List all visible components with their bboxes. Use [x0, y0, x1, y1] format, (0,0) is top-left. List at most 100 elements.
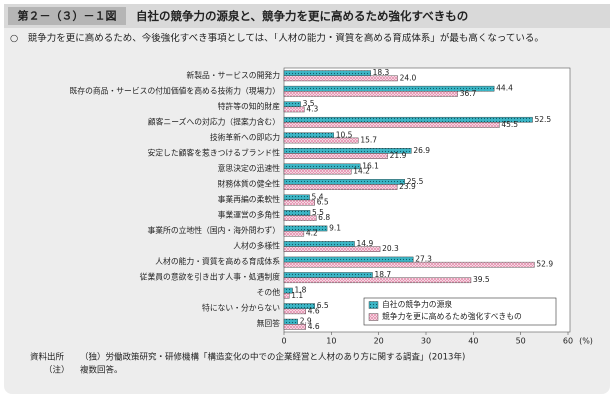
bar	[283, 116, 533, 123]
bar	[283, 318, 298, 325]
x-tick-label: 10	[326, 337, 336, 346]
value-label: 52.5	[535, 115, 552, 124]
chart-title: 自社の競争力の源泉と、競争力を更に高めるため強化すべきもの	[136, 9, 468, 23]
bar	[283, 101, 301, 108]
value-label: 4.3	[306, 104, 318, 113]
legend-label: 競争力を更に高めるため強化すべきもの	[382, 311, 522, 321]
legend-swatch	[368, 301, 379, 309]
value-label: 1.8	[295, 286, 307, 295]
bar	[283, 225, 328, 232]
y-tick-label: 人材の能力・資質を高める育成体系	[155, 256, 280, 266]
x-tick-label: 30	[421, 337, 431, 346]
bar	[283, 179, 405, 185]
y-tick-label: 意思決定の迅速性	[218, 163, 281, 173]
value-label: 6.5	[317, 198, 329, 207]
y-tick-label: 事業再編の柔軟性	[218, 194, 281, 204]
bar	[283, 241, 355, 247]
y-tick-label: その他	[257, 287, 281, 297]
value-label: 25.5	[407, 177, 424, 186]
x-axis-label: (%)	[579, 337, 593, 346]
bar	[283, 292, 290, 299]
value-label: 44.4	[496, 84, 513, 93]
value-label: 18.7	[375, 270, 392, 279]
y-tick-label: 顧客ニーズへの対応力（提案力含む）	[148, 116, 280, 126]
bar	[283, 324, 306, 330]
y-tick-label: 事業運営の多角性	[218, 210, 281, 220]
figure-number-box	[8, 7, 126, 25]
x-tick-label: 0	[281, 337, 286, 346]
value-label: 5.4	[312, 192, 324, 201]
source: （独）労働政策研究・研修機構「構造変化の中での企業経営と人材のあり方に関する調査…	[80, 352, 465, 363]
value-label: 26.9	[413, 146, 430, 155]
y-tick-label: 人材の多様性	[233, 241, 280, 251]
value-label: 10.5	[336, 130, 353, 139]
y-tick-label: 特にない・分からない	[202, 303, 280, 313]
value-label: 9.1	[329, 223, 341, 232]
value-label: 20.3	[382, 244, 399, 253]
value-label: 36.7	[460, 89, 477, 98]
bar	[283, 272, 373, 278]
bar	[283, 132, 334, 139]
bar	[283, 194, 310, 201]
y-tick-label: 新製品・サービスの開発力	[186, 70, 280, 80]
value-label: 16.1	[362, 161, 379, 170]
bar	[283, 199, 315, 206]
y-tick-label: 従業員の意欲を引き出す人事・処遇制度	[140, 272, 281, 282]
value-label: 23.9	[399, 182, 416, 191]
plot-area	[283, 67, 571, 333]
bar	[283, 230, 305, 237]
bar	[283, 184, 398, 190]
value-label: 27.3	[415, 255, 432, 264]
figure-number: 第２－（３）－１図	[18, 9, 117, 23]
value-label: 1.1	[291, 291, 303, 300]
note: 複数回答。	[80, 365, 123, 376]
value-label: 4.6	[308, 306, 320, 315]
value-label: 4.6	[308, 322, 320, 331]
bar	[283, 137, 359, 144]
y-tick-label: 無回答	[257, 318, 281, 328]
y-tick-label: 技術革新への即応力	[210, 132, 280, 142]
value-label: 6.8	[318, 213, 330, 222]
value-label: 5.5	[312, 208, 324, 217]
bar	[283, 163, 361, 170]
bar	[283, 256, 414, 263]
value-label: 45.5	[501, 120, 518, 129]
bar	[283, 106, 305, 113]
subtitle-box: ○ 競争力を更に高めるため、今後強化すべき事項としては、「人材の能力・資質を高め…	[10, 33, 544, 44]
value-label: 18.3	[373, 68, 390, 77]
subtitle: ○ 競争力を更に高めるため、今後強化すべき事項としては、「人材の能力・資質を高め…	[10, 33, 544, 44]
bar	[283, 70, 371, 76]
value-label: 4.2	[306, 229, 318, 238]
legend-box	[363, 297, 557, 326]
value-label: 14.2	[353, 167, 370, 176]
y-tick-label: 特許等の知的財産	[218, 101, 281, 111]
y-tick-label: 事業所の立地性（国内・海外問わず）	[147, 225, 280, 235]
value-label: 14.9	[357, 239, 374, 248]
value-label: 3.5	[303, 99, 315, 108]
value-label: 15.7	[360, 135, 377, 144]
legend-label: 自社の競争力の源泉	[382, 299, 452, 309]
bar	[283, 308, 306, 315]
y-tick-label: 財務体質の健全性	[218, 178, 281, 188]
value-label: 24.0	[400, 73, 417, 82]
source-label: 資料出所	[30, 352, 65, 363]
bar	[283, 75, 398, 82]
note-label: （注）	[44, 365, 70, 376]
value-label: 52.9	[536, 260, 553, 269]
x-tick-label: 20	[374, 337, 384, 346]
x-tick-label: 50	[516, 337, 526, 346]
bar	[283, 153, 388, 159]
y-tick-label: 既存の商品・サービスの付加価値を高める技術力（現場力）	[69, 85, 280, 95]
value-label: 2.9	[300, 317, 312, 326]
x-tick-label: 40	[468, 337, 478, 346]
value-label: 39.5	[473, 275, 490, 284]
bar	[283, 215, 317, 221]
x-tick-label: 60	[563, 337, 573, 346]
bar	[283, 210, 311, 216]
value-label: 6.5	[317, 301, 329, 310]
bar	[283, 246, 381, 252]
bar	[283, 277, 472, 284]
bar	[283, 261, 535, 268]
bar	[283, 91, 458, 97]
